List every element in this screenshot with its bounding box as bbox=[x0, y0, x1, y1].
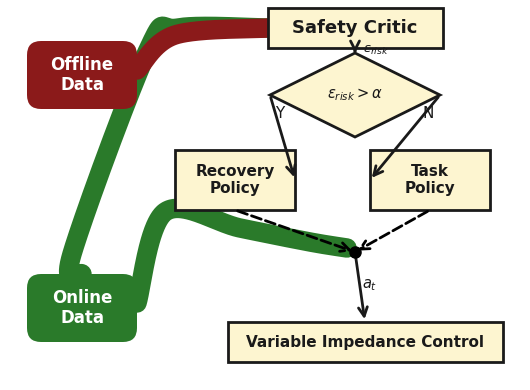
FancyBboxPatch shape bbox=[27, 274, 137, 342]
Text: $\varepsilon_{risk}$: $\varepsilon_{risk}$ bbox=[363, 44, 389, 57]
Text: Y: Y bbox=[276, 106, 285, 121]
Text: $a_t$: $a_t$ bbox=[362, 277, 377, 293]
FancyBboxPatch shape bbox=[27, 41, 137, 109]
Bar bbox=[268, 8, 443, 48]
Text: $\varepsilon_{risk} > \alpha$: $\varepsilon_{risk} > \alpha$ bbox=[327, 87, 383, 103]
Text: Safety Critic: Safety Critic bbox=[293, 19, 418, 37]
Text: Online
Data: Online Data bbox=[52, 289, 112, 327]
Text: Task
Policy: Task Policy bbox=[404, 164, 455, 196]
Text: Variable Impedance Control: Variable Impedance Control bbox=[246, 335, 484, 349]
Polygon shape bbox=[270, 53, 440, 137]
Text: Offline
Data: Offline Data bbox=[50, 56, 113, 94]
Bar bbox=[370, 150, 490, 210]
Bar bbox=[227, 322, 502, 362]
Text: Recovery
Policy: Recovery Policy bbox=[196, 164, 275, 196]
Bar bbox=[175, 150, 295, 210]
Text: N: N bbox=[422, 106, 434, 121]
